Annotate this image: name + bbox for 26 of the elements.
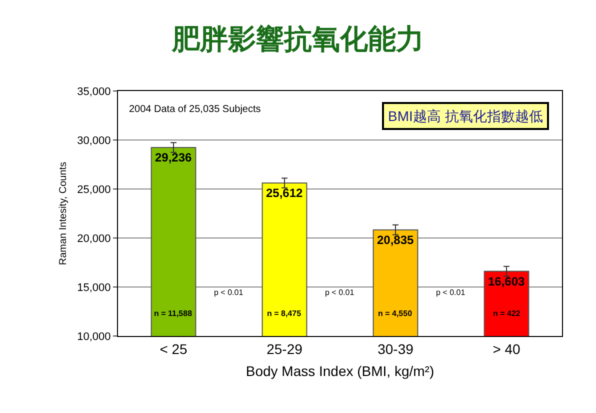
annotation: n = 11,588 xyxy=(154,309,193,318)
x-tick-label: 25-29 xyxy=(266,340,303,357)
y-axis-title: Raman Intesity, Counts xyxy=(58,162,70,266)
data-label: 16,603 xyxy=(488,274,526,288)
annotation: 2004 Data of 25,035 Subjects xyxy=(129,104,261,115)
x-axis-title: Body Mass Index (BMI, kg/m²) xyxy=(246,363,434,380)
y-tick-label: 25,000 xyxy=(77,184,111,196)
x-tick-label: 30-39 xyxy=(378,340,414,357)
data-label: 20,835 xyxy=(376,232,414,247)
data-label: 25,612 xyxy=(266,186,304,200)
y-tick-label: 10,000 xyxy=(77,330,111,343)
annotation: n = 422 xyxy=(493,309,521,318)
annotation: p < 0.01 xyxy=(436,288,466,297)
chart-title: 肥胖影響抗氧化能力 xyxy=(171,24,424,55)
annotation: BMI越高 抗氧化指數越低 xyxy=(388,108,543,124)
y-tick-label: 20,000 xyxy=(77,232,111,245)
annotation: n = 8,475 xyxy=(267,309,302,318)
annotation: p < 0.01 xyxy=(325,288,355,297)
y-tick-label: 30,000 xyxy=(77,134,111,147)
x-tick-label: > 40 xyxy=(492,340,521,357)
annotation: p < 0.01 xyxy=(214,288,244,297)
data-label: 29,236 xyxy=(154,150,192,164)
y-tick-label: 15,000 xyxy=(77,282,111,294)
annotation: n = 4,550 xyxy=(378,309,413,318)
y-tick-label: 35,000 xyxy=(77,86,111,98)
x-tick-label: < 25 xyxy=(160,340,188,357)
